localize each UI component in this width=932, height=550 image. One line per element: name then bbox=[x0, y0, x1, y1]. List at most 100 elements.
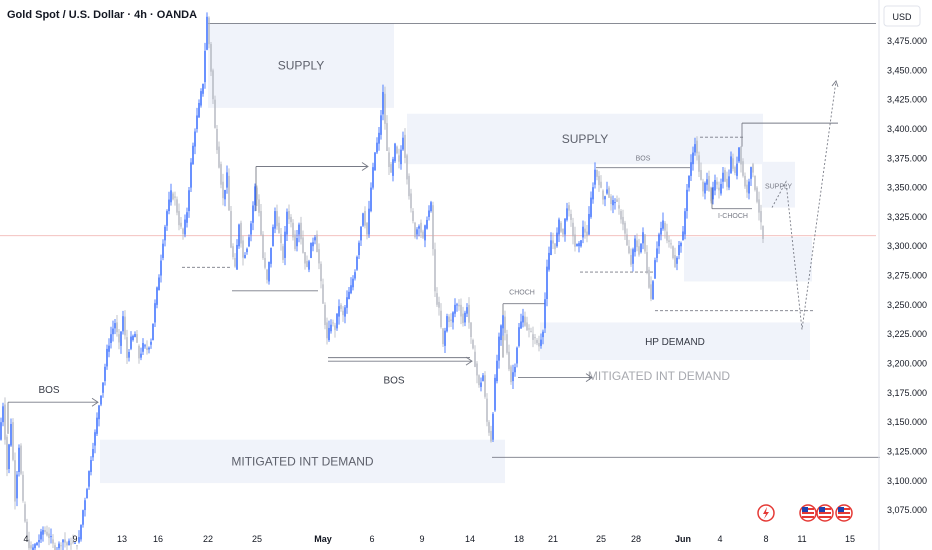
chart-title: Gold Spot / U.S. Dollar · 4h · OANDA bbox=[7, 9, 197, 21]
candle bbox=[60, 542, 62, 550]
candle bbox=[762, 225, 764, 243]
bos-label-left: BOS bbox=[38, 385, 59, 396]
candle bbox=[350, 277, 352, 295]
demand-zone-right bbox=[684, 236, 812, 282]
candle bbox=[248, 234, 250, 248]
candle bbox=[194, 128, 196, 155]
us-flag-event-icon-3[interactable] bbox=[835, 504, 853, 522]
candle bbox=[652, 279, 654, 300]
supply-zone-2 bbox=[407, 113, 763, 165]
candle bbox=[176, 196, 178, 216]
candle bbox=[212, 68, 214, 104]
candle bbox=[66, 541, 68, 550]
candle bbox=[470, 322, 472, 344]
candle bbox=[254, 183, 256, 212]
candle bbox=[152, 323, 154, 341]
price-tick-label: 3,225.000 bbox=[887, 329, 927, 339]
candle bbox=[536, 338, 538, 346]
candle bbox=[58, 541, 60, 550]
price-tick-label: 3,400.000 bbox=[887, 124, 927, 134]
candle bbox=[164, 224, 166, 247]
time-tick-label: 18 bbox=[514, 534, 524, 544]
lightning-event-icon[interactable] bbox=[757, 504, 775, 522]
candle bbox=[566, 202, 568, 222]
time-tick-label: 25 bbox=[596, 534, 606, 544]
time-tick-label: 15 bbox=[845, 534, 855, 544]
candle bbox=[300, 216, 302, 245]
projection-arrowhead bbox=[831, 79, 839, 88]
candle bbox=[504, 310, 506, 341]
supply-zone-1-label: SUPPLY bbox=[278, 59, 324, 73]
ichoch-label: I-CHOCH bbox=[718, 213, 748, 220]
candle bbox=[746, 179, 748, 198]
candle bbox=[612, 195, 614, 214]
candle bbox=[596, 169, 598, 181]
candle bbox=[396, 145, 398, 155]
candle bbox=[256, 185, 258, 206]
candle bbox=[182, 227, 184, 240]
candle bbox=[450, 313, 452, 328]
candle bbox=[714, 174, 716, 196]
candle bbox=[656, 241, 658, 263]
candle bbox=[442, 328, 444, 347]
candle bbox=[196, 107, 198, 133]
candle bbox=[480, 377, 482, 392]
candle bbox=[270, 247, 272, 268]
candle bbox=[710, 186, 712, 204]
us-flag-event-icon-2[interactable] bbox=[816, 504, 834, 522]
bos-arrow-mid-top bbox=[256, 162, 369, 171]
time-axis[interactable]: 4 9 13 16 22 25 May 6 9 14 18 21 25 28 Jun 4 8 11 15 bbox=[23, 534, 855, 544]
candle bbox=[508, 344, 510, 372]
candle bbox=[142, 338, 144, 356]
candle bbox=[34, 543, 36, 550]
candle bbox=[258, 194, 260, 217]
candle bbox=[4, 397, 6, 445]
candle bbox=[108, 338, 110, 358]
candle bbox=[226, 165, 228, 194]
candle bbox=[26, 518, 28, 541]
candle bbox=[564, 218, 566, 242]
candle bbox=[114, 318, 116, 335]
candle bbox=[378, 126, 380, 151]
candle bbox=[654, 257, 656, 279]
candle bbox=[146, 340, 148, 355]
candle bbox=[458, 299, 460, 311]
candle bbox=[128, 348, 130, 362]
us-flag-event-icon[interactable] bbox=[799, 504, 817, 522]
labels-layer: BOS BOS CHOCH BOS I-CHOCH MITIGATED INT DEMAN… bbox=[38, 156, 748, 396]
candle bbox=[334, 322, 336, 338]
candle bbox=[538, 335, 540, 352]
lines-layer bbox=[7, 23, 880, 458]
candle bbox=[518, 322, 520, 348]
candle bbox=[154, 299, 156, 327]
currency-button-box[interactable] bbox=[883, 5, 921, 27]
candle bbox=[302, 230, 304, 254]
price-tick-label: 3,325.000 bbox=[887, 212, 927, 222]
candle bbox=[228, 168, 230, 211]
candle bbox=[704, 181, 706, 200]
candle bbox=[466, 303, 468, 318]
candle bbox=[316, 230, 318, 253]
candle bbox=[554, 243, 556, 254]
candle bbox=[382, 84, 384, 121]
candle bbox=[0, 417, 2, 441]
candle bbox=[724, 167, 726, 183]
time-tick-label: 8 bbox=[763, 534, 768, 544]
candle bbox=[558, 217, 560, 242]
candle bbox=[618, 197, 620, 215]
candle bbox=[322, 278, 324, 304]
candle bbox=[658, 232, 660, 254]
candle bbox=[524, 311, 526, 327]
candle bbox=[368, 200, 370, 238]
candle bbox=[420, 219, 422, 238]
currency-button[interactable]: USD bbox=[892, 12, 912, 22]
candle bbox=[446, 313, 448, 333]
price-axis[interactable]: 3,075.000 3,100.000 3,125.000 3,150.000 3,17… bbox=[887, 36, 927, 515]
candle bbox=[594, 162, 596, 189]
candle bbox=[344, 304, 346, 324]
time-tick-label: 11 bbox=[797, 534, 806, 544]
time-tick-label: 16 bbox=[153, 534, 163, 544]
candle bbox=[476, 361, 478, 384]
candle bbox=[138, 344, 140, 364]
